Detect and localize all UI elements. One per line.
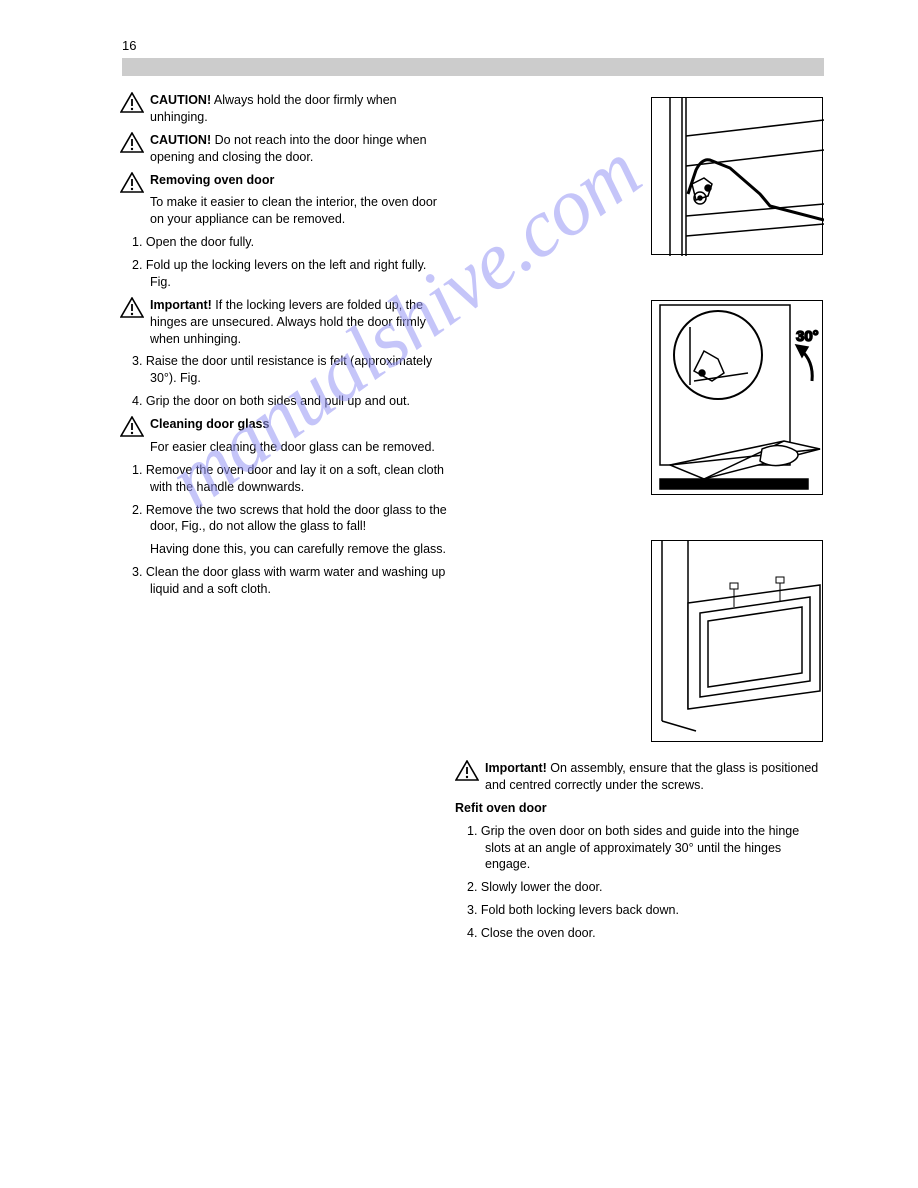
warning-icon (120, 416, 144, 438)
refit-step-3: 3. Fold both locking levers back down. (455, 902, 825, 919)
caution-label: CAUTION! (150, 133, 211, 147)
refit-step-4: 4. Close the oven door. (455, 925, 825, 942)
important-label: Important! (150, 298, 212, 312)
svg-text:30°: 30° (796, 328, 819, 345)
heading-refit-door: Refit oven door (455, 800, 825, 817)
caution-hinge-reach: CAUTION! Do not reach into the door hing… (120, 132, 450, 166)
manual-page: 16 manualshive.com (0, 0, 918, 1188)
caution-label: CAUTION! (150, 93, 211, 107)
step-open-door: 1. Open the door fully. (120, 234, 450, 251)
step-raise-door: 3. Raise the door until resistance is fe… (120, 353, 450, 387)
step-grip-pull: 4. Grip the door on both sides and pull … (120, 393, 450, 410)
left-column: CAUTION! Always hold the door firmly whe… (120, 92, 450, 604)
refit-step-2: 2. Slowly lower the door. (455, 879, 825, 896)
step-remove-screws: 2. Remove the two screws that hold the d… (120, 502, 450, 536)
step-fold-levers: 2. Fold up the locking levers on the lef… (120, 257, 450, 291)
warning-icon (120, 132, 144, 154)
warning-icon (120, 92, 144, 114)
right-column: Important! On assembly, ensure that the … (455, 760, 825, 948)
heading-removing-door: Removing oven door (120, 172, 450, 189)
step-clean-glass: 3. Clean the door glass with warm water … (120, 564, 450, 598)
intro-clean-glass: For easier cleaning the door glass can b… (120, 439, 450, 456)
warning-icon (455, 760, 479, 782)
caution-hold-door: CAUTION! Always hold the door firmly whe… (120, 92, 450, 126)
warning-icon (120, 297, 144, 319)
important-assembly: Important! On assembly, ensure that the … (455, 760, 825, 794)
heading-text: Removing oven door (150, 173, 274, 187)
refit-step-1: 1. Grip the oven door on both sides and … (455, 823, 825, 874)
figure-hinge-lever (651, 97, 823, 255)
header-bar (122, 58, 824, 76)
warning-icon (120, 172, 144, 194)
step-remove-lay: 1. Remove the oven door and lay it on a … (120, 462, 450, 496)
important-label: Important! (485, 761, 547, 775)
figure-door-glass-screws (651, 540, 823, 742)
intro-remove-door: To make it easier to clean the interior,… (120, 194, 450, 228)
heading-clean-glass: Cleaning door glass (120, 416, 450, 433)
figure-door-30deg: 30° (651, 300, 823, 495)
heading-text: Cleaning door glass (150, 417, 269, 431)
sub-remove-glass: Having done this, you can carefully remo… (120, 541, 450, 558)
important-levers: Important! If the locking levers are fol… (120, 297, 450, 348)
page-number: 16 (122, 38, 136, 53)
